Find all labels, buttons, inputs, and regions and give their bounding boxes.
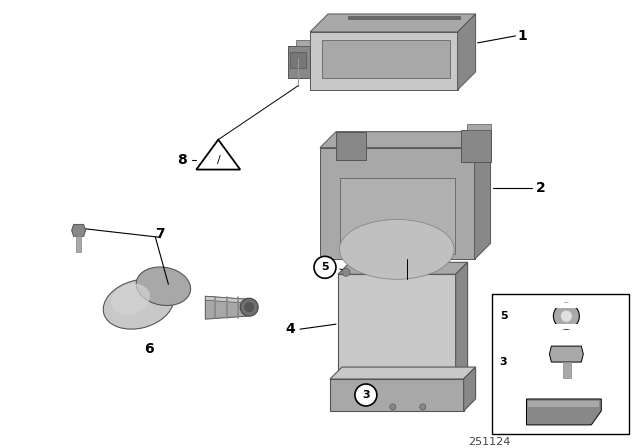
Text: 5: 5: [321, 263, 329, 272]
Polygon shape: [72, 224, 86, 237]
Circle shape: [390, 404, 396, 410]
Polygon shape: [288, 46, 310, 78]
Polygon shape: [467, 124, 491, 129]
Circle shape: [240, 298, 258, 316]
Bar: [554, 303, 579, 308]
Text: 3: 3: [500, 357, 508, 367]
Polygon shape: [320, 132, 491, 148]
Text: 3: 3: [362, 390, 370, 400]
Circle shape: [361, 390, 371, 400]
Polygon shape: [461, 129, 491, 162]
Polygon shape: [290, 52, 306, 68]
Polygon shape: [475, 132, 491, 259]
Polygon shape: [205, 296, 247, 319]
Ellipse shape: [103, 279, 173, 329]
Ellipse shape: [111, 284, 150, 315]
Polygon shape: [196, 140, 240, 169]
Polygon shape: [320, 148, 475, 259]
Text: 5: 5: [500, 311, 508, 321]
Circle shape: [420, 404, 426, 410]
Polygon shape: [456, 263, 468, 379]
Polygon shape: [322, 40, 450, 78]
Bar: [492, 294, 629, 434]
Circle shape: [342, 268, 350, 276]
Circle shape: [561, 310, 572, 322]
Polygon shape: [338, 263, 468, 274]
Polygon shape: [336, 132, 366, 159]
Circle shape: [355, 384, 377, 406]
Polygon shape: [330, 367, 476, 379]
Ellipse shape: [136, 267, 191, 306]
Polygon shape: [348, 16, 461, 20]
Text: 8: 8: [177, 153, 188, 167]
Circle shape: [244, 302, 254, 312]
Text: 4: 4: [285, 322, 295, 336]
Circle shape: [554, 303, 579, 329]
Text: 2: 2: [536, 181, 545, 194]
Bar: [76, 237, 81, 252]
Text: /: /: [218, 155, 221, 164]
Text: 6: 6: [143, 342, 153, 356]
Polygon shape: [205, 296, 247, 303]
Bar: [554, 324, 579, 329]
Polygon shape: [458, 14, 476, 90]
Polygon shape: [310, 14, 476, 32]
Text: 251124: 251124: [468, 437, 511, 447]
Polygon shape: [529, 401, 599, 407]
Polygon shape: [310, 32, 458, 90]
Bar: [563, 362, 572, 378]
Polygon shape: [330, 379, 463, 411]
Ellipse shape: [339, 220, 454, 279]
Circle shape: [314, 256, 336, 278]
Text: 1: 1: [518, 29, 527, 43]
Text: 7: 7: [156, 228, 165, 241]
Polygon shape: [296, 40, 310, 46]
Circle shape: [357, 386, 375, 404]
Polygon shape: [338, 274, 456, 379]
Polygon shape: [340, 177, 454, 254]
Polygon shape: [527, 399, 601, 425]
Polygon shape: [549, 346, 583, 362]
Polygon shape: [463, 367, 476, 411]
